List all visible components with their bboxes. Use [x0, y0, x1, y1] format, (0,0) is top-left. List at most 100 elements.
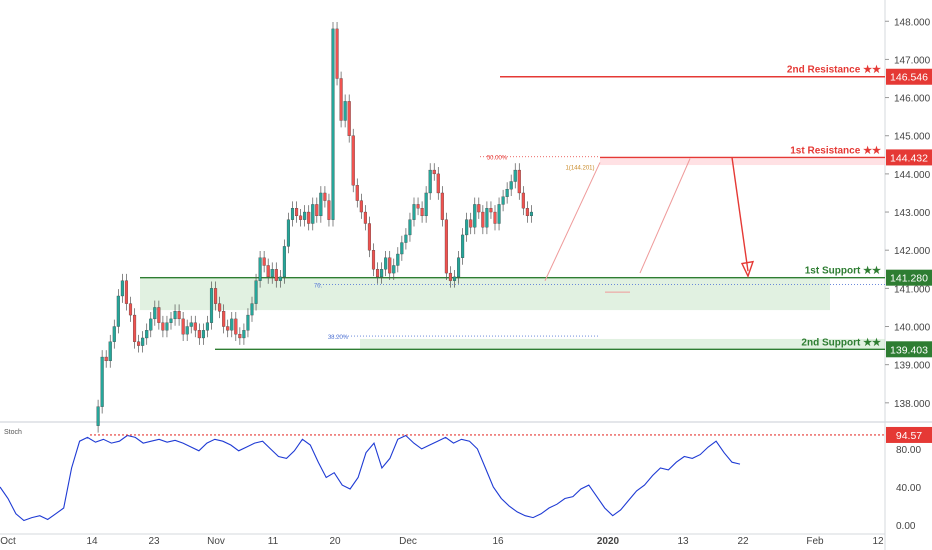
candle-body: [128, 303, 133, 316]
candle-body: [278, 276, 282, 281]
candle-body: [319, 192, 323, 217]
level-labels: 2nd Resistance ★★ 146.546 1st Resistance ★…: [314, 65, 932, 443]
level-name-3: 1st Support ★★: [805, 266, 881, 277]
candle-body: [335, 28, 339, 79]
candle-body: [392, 265, 396, 274]
fib-label: 76.: [314, 284, 323, 290]
time-tick-label: 2020: [597, 536, 620, 547]
price-tick-label: 142.000: [894, 246, 931, 257]
pattern-leg-2: [639, 158, 691, 274]
candle-body: [242, 330, 246, 339]
price-tick-label: 145.000: [894, 132, 931, 143]
candle-body: [303, 211, 307, 220]
candle-body: [428, 169, 432, 194]
candle-body: [307, 211, 311, 224]
candle-body: [465, 219, 469, 236]
candle-body: [266, 265, 270, 278]
candle-body: [509, 181, 513, 190]
candle-body: [299, 215, 303, 220]
candle-body: [185, 326, 189, 335]
candle-body: [396, 253, 400, 266]
candle-body: [96, 406, 100, 426]
support-zone-1: [140, 276, 830, 311]
candle-body: [161, 322, 165, 331]
candle-body: [315, 204, 319, 217]
price-tick-label: 148.000: [894, 17, 931, 28]
candle-body: [181, 318, 185, 335]
level-badge-3: [886, 269, 932, 286]
time-tick-label: Feb: [806, 536, 824, 547]
candle-body: [489, 208, 493, 213]
stoch-tick-label: 80.00: [896, 445, 921, 456]
candle-body: [517, 169, 521, 194]
candle-body: [124, 280, 129, 304]
candle-body: [112, 326, 116, 342]
price-tick-label: 141.000: [894, 284, 931, 295]
candle-body: [153, 307, 157, 320]
candle-body: [331, 28, 335, 220]
time-tick-label: Oct: [0, 536, 16, 547]
candle-body: [327, 200, 331, 220]
time-tick-label: 13: [677, 536, 689, 547]
fib-label: 1(144.201): [565, 165, 594, 171]
candle-body: [408, 219, 412, 236]
level-badge-1: [886, 68, 932, 85]
level-value-3: 141.280: [890, 273, 928, 285]
candle-body: [400, 242, 404, 255]
candle-body: [347, 101, 351, 136]
level-badge-4: [886, 341, 932, 358]
candle-body: [193, 322, 197, 331]
price-tick-label: 143.000: [894, 208, 931, 219]
candle-body: [218, 303, 222, 312]
candle-body: [416, 204, 420, 209]
candle-body: [359, 200, 363, 213]
target-arrow-line: [731, 157, 749, 272]
candle-body: [116, 295, 120, 327]
overbought-badge: [886, 426, 932, 443]
candle-body: [440, 192, 444, 220]
time-tick-label: 12: [872, 536, 884, 547]
candle-body: [351, 135, 355, 186]
candle-body: [157, 307, 161, 323]
candle-body: [100, 356, 104, 407]
candle-body: [189, 322, 193, 327]
candle-body: [367, 223, 371, 251]
candle-body: [201, 330, 205, 339]
candle-body: [448, 272, 452, 281]
price-tick-label: 139.000: [894, 361, 931, 372]
candle-body: [404, 234, 408, 243]
price-tick-label: 147.000: [894, 55, 931, 66]
candle-body: [254, 280, 258, 304]
time-tick-label: 16: [492, 536, 504, 547]
candle-body: [230, 318, 234, 331]
stoch-tick-label: 40.00: [896, 483, 921, 494]
candle-body: [420, 208, 424, 217]
candle-body: [339, 78, 343, 121]
candle-body: [169, 318, 173, 323]
level-badge-2: [886, 149, 932, 166]
candle-body: [262, 257, 266, 266]
candle-body: [149, 318, 153, 331]
fib-label: 50.00%: [487, 156, 508, 162]
candle-body: [505, 189, 509, 197]
time-tick-label: 22: [737, 536, 749, 547]
candle-body: [473, 204, 477, 228]
candle-body: [513, 169, 517, 182]
candle-body: [197, 330, 201, 339]
level-lines: [140, 76, 885, 350]
price-series: [96, 22, 755, 433]
candle-body: [246, 314, 250, 331]
stoch-series: Stoch: [0, 429, 885, 522]
time-tick-label: Dec: [399, 536, 417, 547]
stoch-line: [0, 434, 741, 522]
candle-body: [525, 208, 529, 217]
candle-body: [375, 269, 380, 278]
price-tick-label: 144.000: [894, 170, 931, 181]
candle-body: [456, 257, 461, 278]
level-value-2: 144.432: [890, 152, 928, 164]
candle-body: [477, 204, 481, 213]
candle-body: [469, 219, 473, 228]
